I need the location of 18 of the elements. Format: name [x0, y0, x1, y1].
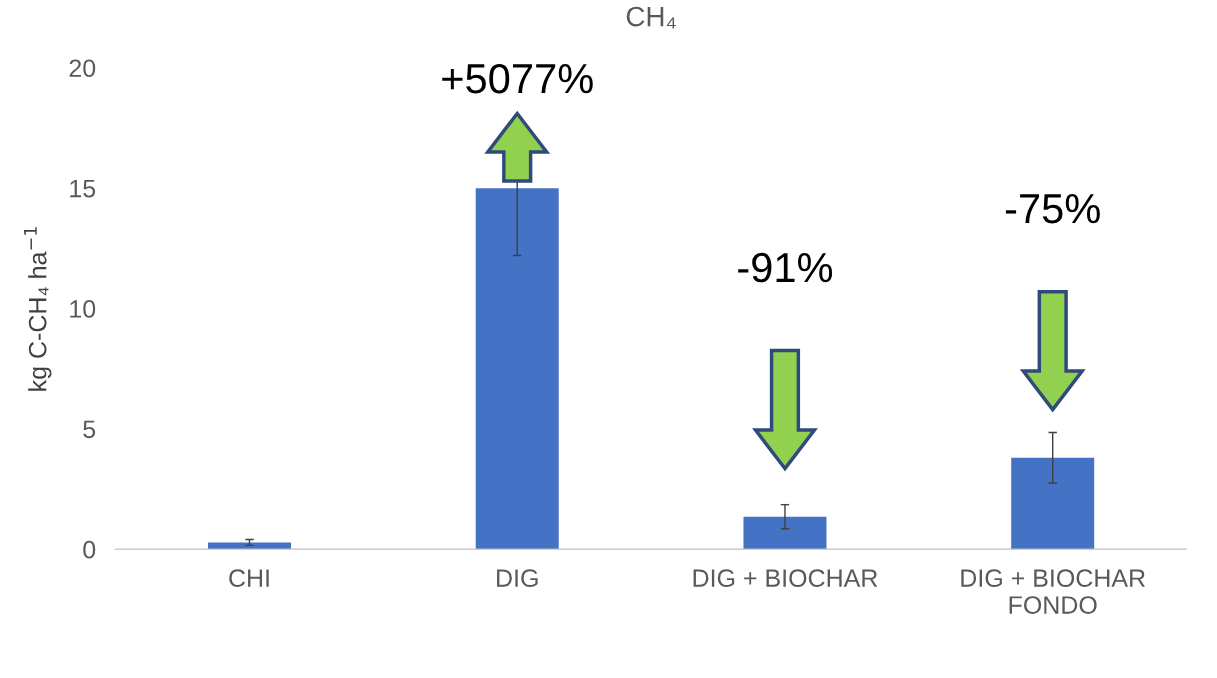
bar — [1011, 457, 1095, 550]
chart-title: CH₄ — [626, 6, 676, 29]
bar — [207, 542, 291, 550]
y-tick-label: 20 — [69, 59, 96, 78]
y-axis-title: kg C-CH₄ ha$^{−1}$ — [23, 227, 52, 391]
y-tick-label: 15 — [70, 180, 96, 198]
bar — [475, 188, 559, 550]
y-tick-label: 10 — [70, 300, 96, 318]
x-tick-label: CHI — [229, 569, 269, 587]
y-tick-label: 5 — [83, 420, 96, 439]
annotation: -91% — [738, 252, 833, 283]
x-tick-label: DIG + BIOCHAR FONDO — [961, 569, 1145, 614]
y-tick-label: 0 — [83, 540, 96, 559]
x-tick-label: DIG — [497, 569, 538, 587]
bar — [743, 516, 827, 550]
annotation: +5077% — [442, 63, 593, 94]
x-tick-label: DIG + BIOCHAR — [693, 569, 878, 587]
annotation: -75% — [1005, 194, 1100, 224]
